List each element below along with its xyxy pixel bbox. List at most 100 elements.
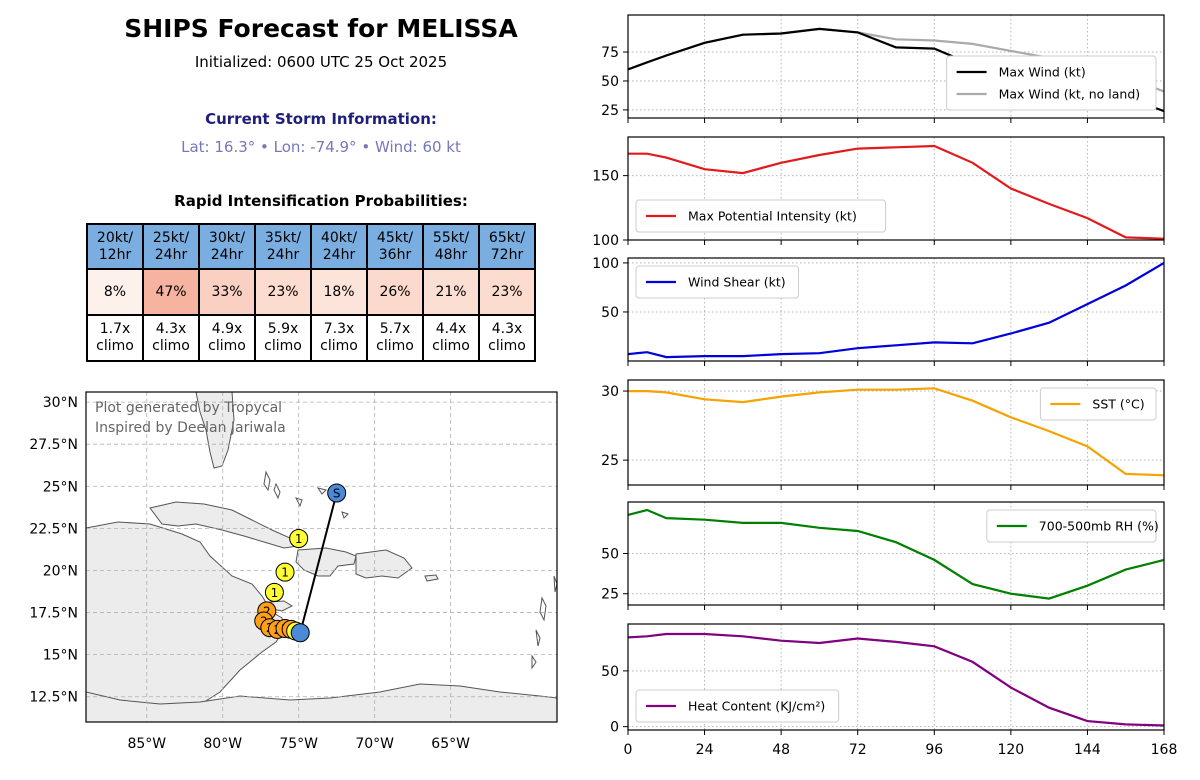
ri-period: 24hr [322,246,356,263]
track-point-label: 1 [271,586,279,600]
map-frame [85,391,558,723]
track-line [299,492,338,634]
ri-period: 24hr [266,246,300,263]
ri-prob-cell: 18% [310,268,368,316]
current-storm-info: Lat: 16.3° • Lon: -74.9° • Wind: 60 kt [181,138,461,156]
ri-climo-cell: 4.3x climo [478,314,536,362]
map-lat-label: 20°N [43,563,78,579]
page-title: SHIPS Forecast for MELISSA [124,14,518,43]
series-line [627,261,1165,359]
panel-y-label: 150 [592,169,619,185]
legend-box [635,199,887,233]
track-point-label: 1 [281,566,289,580]
map-lon-label: 65°W [431,736,470,752]
series-line [627,508,1165,600]
panel-frame [627,136,1165,241]
map-lat-label: 25°N [43,479,78,495]
ri-climo-mult: 4.3x [491,321,523,337]
ri-climo-word: climo [208,338,246,354]
ri-prob-row: 8% 47% 33% 23% 18% 26% 21% 23% [86,268,536,316]
ri-period: 36hr [378,246,412,263]
ri-header-cell: 35kt/24hr [254,223,312,270]
track-point-label: 1 [295,532,303,546]
track-map: S1112222221 Plot generated by Tropycal I… [29,391,558,752]
init-time: Initialized: 0600 UTC 25 Oct 2025 [194,53,448,71]
map-lat-label: 30°N [43,395,78,411]
x-tick-label: 168 [1151,742,1178,758]
ships-panel: 100 150 Max Potential Intensity (kt) [592,136,1165,249]
panel-frame [627,623,1165,731]
ri-header-cell: 65kt/72hr [478,223,536,270]
track-point [289,528,309,548]
panel-y-label: 30 [601,384,619,400]
ri-prob-cell: 23% [478,268,536,316]
ri-header-cell: 30kt/24hr [198,223,256,270]
ri-header-cell: 45kt/36hr [366,223,424,270]
ri-period: 24hr [154,246,188,263]
map-lat-label: 15°N [43,648,78,664]
legend-box [1039,387,1157,421]
map-lon-label: 70°W [355,736,394,752]
ri-climo-cell: 4.4x climo [422,314,480,362]
ri-header-cell: 55kt/48hr [422,223,480,270]
ri-climo-mult: 4.3x [155,321,187,337]
track-point-label: 2 [263,604,271,618]
ri-threshold: 35kt/ [264,229,302,246]
ri-climo-word: climo [96,338,134,354]
ships-panel: 25 50 700-500mb RH (%) [601,501,1165,610]
ri-climo-mult: 4.4x [435,321,467,337]
map-credit-1: Plot generated by Tropycal [95,400,282,416]
ri-climo-cell: 5.9x climo [254,314,312,362]
ri-period: 48hr [434,246,468,263]
ri-header-cell: 20kt/12hr [86,223,144,270]
ri-threshold: 40kt/ [320,229,358,246]
panel-y-label: 25 [601,587,619,603]
ri-climo-mult: 1.7x [99,321,131,337]
legend-label: Max Potential Intensity (kt) [688,209,857,224]
legend-box [635,265,799,299]
ri-period: 24hr [210,246,244,263]
map-lat-label: 27.5°N [29,437,78,453]
panel-frame [627,257,1165,362]
legend-label: Heat Content (KJ/cm²) [688,699,825,714]
ri-climo-cell: 5.7x climo [366,314,424,362]
x-tick-label: 24 [696,742,714,758]
track-point [290,623,310,643]
ri-climo-mult: 7.3x [323,321,355,337]
panel-y-label: 0 [610,720,619,736]
map-lat-label: 17.5°N [29,606,78,622]
legend-label: Wind Shear (kt) [688,275,786,290]
ri-period: 72hr [490,246,524,263]
legend-box [946,55,1157,111]
ri-prob-cell: 26% [366,268,424,316]
map-lon-label: 80°W [203,736,242,752]
ri-climo-mult: 4.9x [211,321,243,337]
series-line [628,144,1165,240]
ri-climo-row: 1.7x climo 4.3x climo 4.9x climo 5.9x climo … [86,314,536,362]
panel-legend: Max Wind (kt) Max Wind (kt, no land) [946,55,1157,111]
ri-prob-cell: 47% [142,268,200,316]
ri-climo-cell: 1.7x climo [86,314,144,362]
panel-y-label: 25 [601,103,619,119]
map-lon-label: 85°W [127,736,166,752]
panel-y-label: 50 [601,547,619,563]
panel-y-label: 100 [592,256,619,272]
ri-table: 20kt/12hr 25kt/24hr 30kt/24hr 35kt/24hr … [86,223,536,362]
panel-legend: 700-500mb RH (%) [986,509,1159,543]
ri-threshold: 65kt/ [488,229,526,246]
ri-threshold: 45kt/ [376,229,414,246]
ri-prob-cell: 21% [422,268,480,316]
ri-climo-mult: 5.9x [267,321,299,337]
legend-label: SST (°C) [1092,397,1144,412]
panel-y-label: 50 [601,664,619,680]
ri-header-cell: 40kt/24hr [310,223,368,270]
track-point [264,582,284,602]
ri-prob-cell: 33% [198,268,256,316]
ri-climo-word: climo [488,338,526,354]
x-tick-label: 48 [772,742,790,758]
panel-frame [627,379,1165,486]
map-land [86,392,557,722]
ships-panel: 25 50 75 Max Wind (kt) Max Wind (kt, no land… [601,14,1165,123]
series-line [627,632,1165,727]
ships-panel: 25 30 SST (°C) [601,379,1165,490]
